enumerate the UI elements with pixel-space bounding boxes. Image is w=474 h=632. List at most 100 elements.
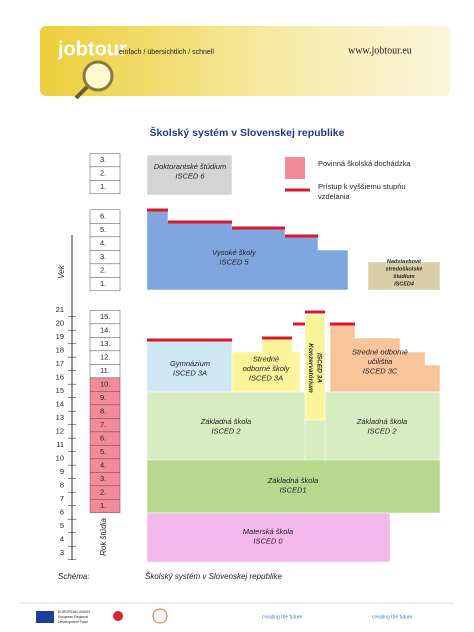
year-label: 10.: [100, 379, 110, 388]
logo-text: Development Fund: [58, 620, 88, 624]
block-label: ISCED 3A: [173, 369, 207, 378]
block-label: ISCED 0: [253, 537, 283, 546]
age-label: 4: [60, 534, 64, 543]
block-label: Základná škola: [267, 476, 318, 485]
axis-label: Rok štúdia: [99, 518, 108, 556]
axis-label: Vek: [57, 264, 66, 278]
school-block: [146, 154, 233, 196]
age-label: 10: [56, 453, 64, 462]
age-label: 11: [56, 440, 64, 449]
year-label: 2.: [100, 168, 106, 177]
year-label: 13.: [100, 339, 110, 348]
age-label: 12: [56, 426, 64, 435]
year-label: 3.: [100, 474, 106, 483]
logo: jobtour: [57, 38, 127, 60]
block-label: ISCED 3C: [363, 366, 398, 375]
year-label: 4.: [100, 460, 106, 469]
legend-swatch: [285, 157, 305, 179]
footer-text: Školský systém v Slovenskej republike: [145, 572, 282, 581]
age-label: 19: [56, 332, 64, 341]
year-label: 12.: [100, 352, 110, 361]
year-label: 8.: [100, 406, 106, 415]
age-label: 17: [56, 359, 64, 368]
block-label: ISCED 3A: [316, 353, 323, 383]
year-label: 2.: [100, 487, 106, 496]
legend-label: Prístup k vyššiemu stupňu: [318, 182, 406, 191]
year-label: 5.: [100, 225, 106, 234]
year-label: 3.: [100, 155, 106, 164]
block-label: Doktorantské štúdium: [154, 162, 227, 171]
age-label: 20: [56, 318, 64, 327]
year-label: 6.: [100, 433, 106, 442]
partner-logo: [113, 611, 123, 621]
age-label: 8: [60, 480, 64, 489]
year-label: 6.: [100, 211, 106, 220]
age-label: 6: [60, 507, 64, 516]
age-label: 14: [56, 399, 64, 408]
block-label: ISCED 5: [219, 258, 249, 267]
block-label: ISCED1: [279, 486, 306, 495]
year-label: 1.: [100, 279, 106, 288]
block-label: ISCED 3A: [249, 373, 283, 382]
magnifier-icon: [82, 60, 114, 92]
logo-text: creating the future: [262, 614, 303, 620]
legend-label: vzdelania: [318, 192, 351, 201]
title: Školský systém v Slovenskej republike: [150, 126, 345, 139]
block-label: Gymnázium: [170, 359, 210, 368]
legend-label: Povinná školská dochádzka: [318, 159, 411, 168]
age-label: 21: [56, 305, 64, 314]
year-label: 3.: [100, 252, 106, 261]
year-label: 4.: [100, 238, 106, 247]
year-label: 9.: [100, 393, 106, 402]
block-label: učilištia: [368, 357, 393, 366]
year-label: 1.: [100, 182, 106, 191]
partner-logo: [152, 608, 168, 624]
year-label: 1.: [100, 501, 106, 510]
tagline: einfach / übersichtlich / schnell: [119, 49, 214, 56]
age-label: 5: [60, 521, 64, 530]
year-cell: [89, 209, 121, 224]
block-label: ISCED4: [394, 282, 414, 288]
eu-flag: [36, 611, 54, 623]
header-banner: [40, 26, 450, 96]
block-label: stredoškolské: [386, 267, 423, 273]
logo-text: European Regional: [58, 615, 88, 619]
year-label: 14.: [100, 325, 110, 334]
block-label: ISCED 2: [367, 427, 397, 436]
block-label: Materská škola: [243, 527, 293, 536]
year-label: 7.: [100, 420, 106, 429]
block-label: Vysoké školy: [212, 248, 257, 257]
footer-label: Schéma:: [58, 572, 90, 581]
age-label: 16: [56, 372, 64, 381]
year-label: 15.: [100, 312, 110, 321]
block-label: ISCED 6: [175, 172, 205, 181]
age-label: 3: [60, 548, 64, 557]
school-block: [304, 314, 326, 421]
block-label: Základná škola: [356, 417, 407, 426]
block-label: odborné školy: [243, 364, 291, 373]
year-label: 5.: [100, 447, 106, 456]
logo-text: EUROPEAN UNION: [58, 610, 90, 614]
block-label: Základná škola: [200, 417, 251, 426]
school-block: [146, 512, 391, 563]
age-label: 15: [56, 386, 64, 395]
magnifier-handle: [74, 85, 89, 100]
year-cell: [89, 153, 121, 168]
age-label: 9: [60, 467, 64, 476]
age-label: 7: [60, 494, 64, 503]
age-label: 18: [56, 345, 64, 354]
block-label: štúdium: [393, 274, 414, 280]
block-bg: [305, 420, 325, 460]
block-label: Nadstavbové: [387, 259, 421, 265]
block-label: Stredné odborné: [352, 347, 408, 356]
logo-text: creating the future: [372, 614, 413, 620]
school-block: [367, 261, 441, 291]
url: www.jobtour.eu: [348, 45, 412, 56]
block-label: Konzervatórium: [307, 343, 314, 393]
year-label: 2.: [100, 265, 106, 274]
year-cell: [89, 310, 121, 325]
age-label: 13: [56, 413, 64, 422]
year-label: 11.: [100, 366, 110, 375]
block-label: Stredné: [253, 354, 279, 363]
